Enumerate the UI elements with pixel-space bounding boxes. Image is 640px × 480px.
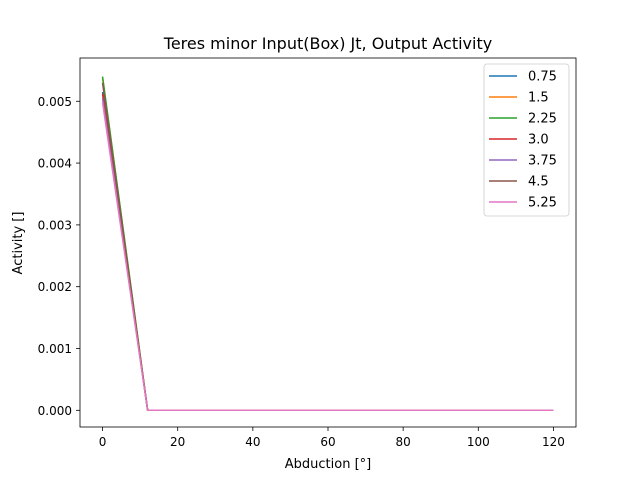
series-line-5.25 (101, 102, 554, 412)
x-tick-label: 80 (396, 435, 411, 449)
y-tick-label: 0.001 (38, 342, 72, 356)
y-tick-label: 0.002 (38, 280, 72, 294)
x-tick-label: 120 (542, 435, 565, 449)
y-tick-label: 0.005 (38, 95, 72, 109)
y-tick-label: 0.003 (38, 218, 72, 232)
legend-box (483, 63, 570, 217)
x-axis-label: Abduction [°] (285, 457, 371, 472)
legend: 0.75 1.5 2.25 3.0 3.75 4.5 5.25 (483, 63, 570, 217)
legend-label: 3.75 (528, 154, 557, 169)
legend-label: 3.0 (528, 133, 549, 148)
plot-area (79, 57, 577, 428)
legend-label: 2.25 (528, 112, 557, 127)
x-axis: 0 20 40 60 80 100 120 (99, 427, 565, 449)
x-tick-label: 60 (320, 435, 335, 449)
legend-label: 4.5 (528, 175, 549, 190)
legend-label: 0.75 (528, 70, 557, 85)
x-tick-label: 40 (245, 435, 260, 449)
y-axis-label: Activity [] (11, 212, 26, 275)
chart-title: Teres minor Input(Box) Jt, Output Activi… (163, 34, 492, 53)
x-tick-label: 0 (99, 435, 107, 449)
x-tick-label: 20 (170, 435, 185, 449)
y-tick-label: 0.000 (38, 404, 72, 418)
legend-label: 1.5 (528, 91, 549, 106)
y-tick-label: 0.004 (38, 157, 72, 171)
y-axis: 0.000 0.001 0.002 0.003 0.004 0.005 (38, 95, 80, 418)
legend-label: 5.25 (528, 196, 557, 211)
x-tick-label: 100 (467, 435, 490, 449)
